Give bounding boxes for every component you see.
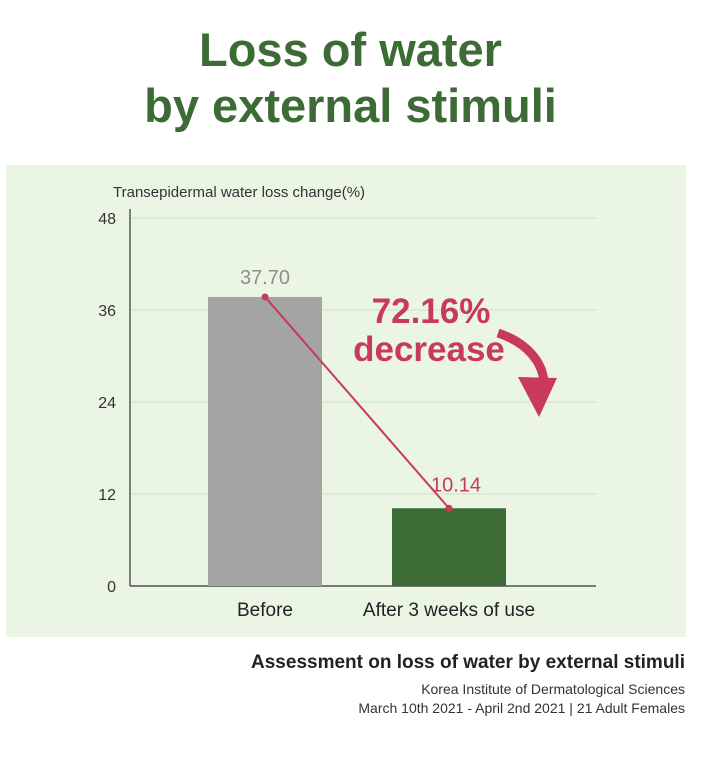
- bars: [208, 296, 506, 586]
- x-axis-ticks: Before After 3 weeks of use: [237, 600, 535, 621]
- caption-title: Assessment on loss of water by external …: [251, 652, 685, 673]
- before-point: [261, 293, 269, 301]
- after-value-label: 10.14: [431, 474, 481, 496]
- y-tick-label: 24: [98, 395, 116, 412]
- bar: [392, 508, 506, 586]
- decrease-word-label: decrease: [353, 330, 505, 369]
- bar-chart: Transepidermal water loss change(%) 0 12 2…: [98, 184, 596, 621]
- grid-lines: [130, 217, 596, 495]
- caption-details: March 10th 2021 - April 2nd 2021 | 21 Ad…: [358, 700, 685, 716]
- y-tick-label: 0: [107, 579, 116, 596]
- title-line-2: by external stimuli: [144, 79, 557, 132]
- y-tick-label: 12: [98, 487, 116, 504]
- x-tick-label: Before: [237, 600, 293, 621]
- caption-source: Korea Institute of Dermatological Scienc…: [421, 681, 685, 697]
- x-tick-label: After 3 weeks of use: [363, 600, 535, 621]
- title-line-1: Loss of water: [199, 23, 502, 76]
- bar: [208, 296, 322, 586]
- trend-line: [264, 296, 450, 509]
- y-axis-ticks: 0 12 24 36 48: [98, 211, 116, 596]
- y-axis-label: Transepidermal water loss change(%): [113, 184, 365, 201]
- page-title: Loss of water by external stimuli: [0, 22, 701, 134]
- chart-panel: Transepidermal water loss change(%) 0 12 2…: [6, 165, 686, 637]
- decrease-percent-label: 72.16%: [372, 292, 491, 331]
- curved-arrow-icon: [496, 328, 557, 417]
- after-point: [445, 504, 453, 512]
- before-value-label: 37.70: [240, 267, 290, 289]
- y-tick-label: 36: [98, 303, 116, 320]
- chart-caption: Assessment on loss of water by external …: [251, 652, 685, 718]
- y-tick-label: 48: [98, 211, 116, 228]
